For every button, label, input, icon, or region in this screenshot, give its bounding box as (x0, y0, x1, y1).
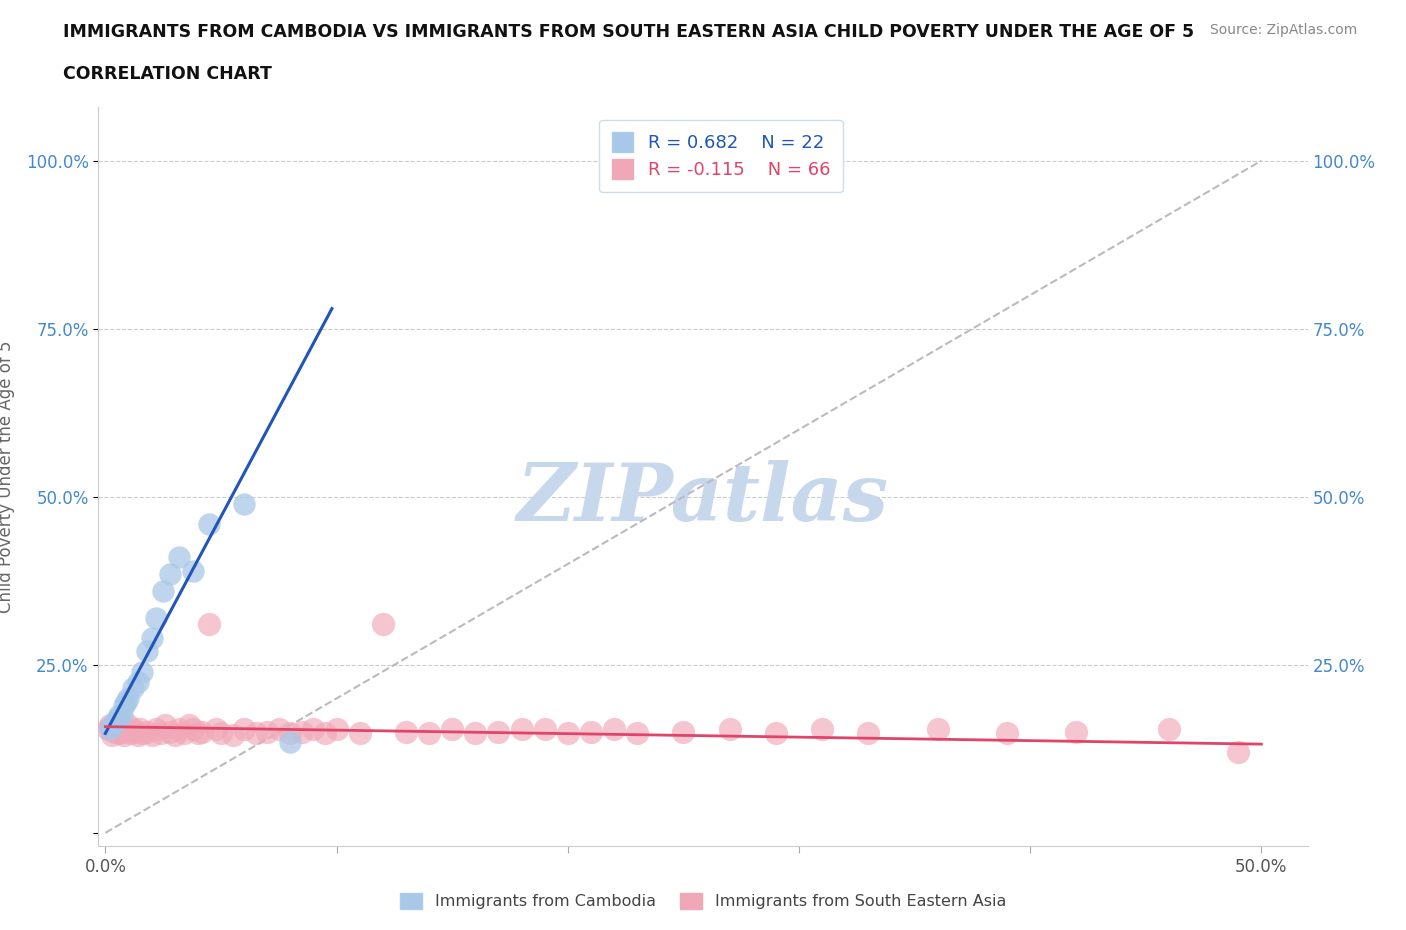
Point (105, 711, 128, 726)
Point (314, 726, 336, 741)
Y-axis label: Child Poverty Under the Age of 5: Child Poverty Under the Age of 5 (0, 340, 14, 613)
Point (163, 728, 186, 743)
Text: CORRELATION CHART: CORRELATION CHART (63, 65, 273, 83)
Point (122, 722, 145, 737)
Point (1227, 745, 1250, 760)
Point (117, 718, 139, 733)
Point (464, 726, 486, 741)
Point (104, 724, 127, 739)
Point (101, 718, 124, 733)
Point (209, 726, 232, 741)
Point (101, 728, 124, 743)
Text: ZIPatlas: ZIPatlas (517, 460, 889, 538)
Point (98, 718, 121, 733)
Point (131, 664, 153, 679)
Point (115, 722, 138, 737)
Point (108, 726, 131, 741)
Point (557, 726, 579, 741)
Point (108, 714, 131, 729)
Point (141, 631, 163, 645)
Point (127, 728, 149, 743)
Point (765, 726, 787, 741)
Point (302, 722, 325, 737)
Point (267, 722, 290, 737)
Point (811, 722, 834, 737)
Point (603, 722, 626, 737)
Text: Source: ZipAtlas.com: Source: ZipAtlas.com (1209, 23, 1357, 37)
Point (1066, 724, 1088, 739)
Point (98, 722, 121, 737)
Point (349, 726, 371, 741)
Point (108, 708, 131, 723)
Point (112, 698, 135, 712)
Point (278, 726, 301, 741)
Point (159, 566, 181, 581)
Point (155, 718, 177, 733)
Point (104, 714, 127, 729)
Point (995, 726, 1018, 741)
Point (418, 726, 440, 741)
Point (187, 726, 209, 741)
Point (191, 724, 214, 739)
Point (112, 728, 135, 743)
Point (256, 724, 278, 739)
Point (626, 726, 648, 741)
Point (152, 583, 174, 598)
Text: IMMIGRANTS FROM CAMBODIA VS IMMIGRANTS FROM SOUTH EASTERN ASIA CHILD POVERTY UND: IMMIGRANTS FROM CAMBODIA VS IMMIGRANTS F… (63, 23, 1194, 41)
Point (181, 722, 204, 737)
Point (131, 726, 153, 741)
Point (173, 726, 195, 741)
Point (141, 728, 163, 743)
Point (110, 724, 132, 739)
Point (205, 722, 228, 737)
Point (169, 550, 191, 565)
Point (927, 722, 949, 737)
Point (533, 722, 555, 737)
Point (115, 695, 138, 710)
Point (124, 724, 146, 739)
Point (145, 610, 167, 625)
Point (136, 724, 159, 739)
Point (441, 722, 464, 737)
Point (718, 722, 741, 737)
Point (291, 724, 314, 739)
Point (105, 722, 128, 737)
Point (122, 681, 145, 696)
Point (136, 644, 159, 658)
Point (110, 708, 132, 723)
Point (149, 726, 172, 741)
Point (858, 726, 880, 741)
Point (159, 724, 181, 739)
Legend: R = 0.682    N = 22, R = -0.115    N = 66: R = 0.682 N = 22, R = -0.115 N = 66 (599, 120, 844, 192)
Point (129, 722, 152, 737)
Point (198, 618, 221, 632)
Point (245, 726, 267, 741)
Point (672, 724, 695, 739)
Legend: Immigrants from Cambodia, Immigrants from South Eastern Asia: Immigrants from Cambodia, Immigrants fro… (392, 884, 1014, 917)
Point (221, 728, 243, 743)
Point (278, 735, 301, 750)
Point (198, 516, 221, 531)
Point (117, 691, 139, 706)
Point (181, 564, 204, 578)
Point (127, 674, 149, 689)
Point (510, 722, 533, 737)
Point (145, 722, 167, 737)
Point (177, 718, 200, 733)
Point (233, 722, 256, 737)
Point (371, 618, 394, 632)
Point (579, 724, 602, 739)
Point (233, 496, 256, 511)
Point (395, 724, 418, 739)
Point (486, 724, 509, 739)
Point (325, 722, 347, 737)
Point (97, 722, 120, 737)
Point (120, 726, 142, 741)
Point (169, 722, 191, 737)
Point (1157, 722, 1180, 737)
